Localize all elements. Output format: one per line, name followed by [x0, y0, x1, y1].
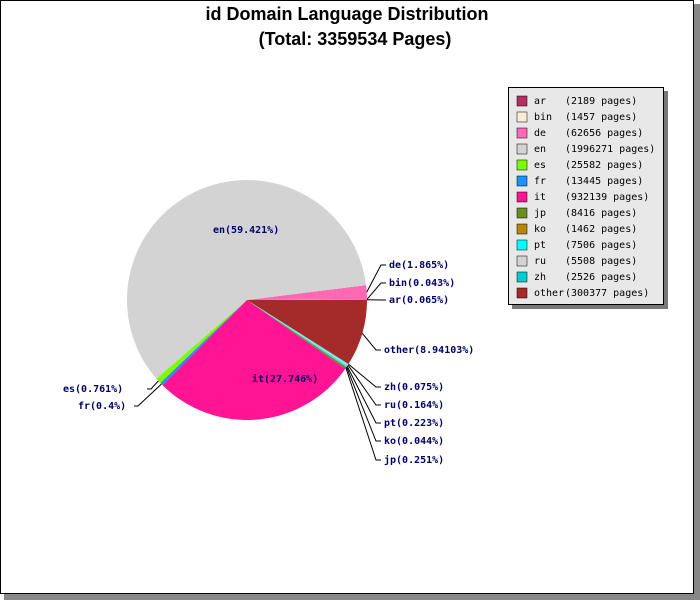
legend-name: other [534, 288, 564, 299]
legend-name: fr [534, 176, 546, 187]
legend-name: es [534, 160, 546, 171]
pie-slice [247, 300, 349, 365]
legend-swatch [516, 207, 528, 219]
slice-label: it(27.746%) [252, 373, 318, 385]
slice-label: ko(0.044%) [384, 436, 444, 447]
pie-slice [247, 285, 367, 300]
pie-slice [247, 299, 367, 300]
legend-swatch [516, 271, 528, 283]
legend-swatch [516, 255, 528, 267]
pie-slice [162, 300, 346, 420]
legend-pages: (1996271 pages) [565, 144, 655, 155]
legend-pages: (932139 pages) [565, 192, 649, 203]
legend-name: it [534, 192, 546, 203]
legend-name: ru [534, 256, 546, 267]
legend-swatch [516, 159, 528, 171]
legend-pages: (13445 pages) [565, 176, 643, 187]
slice-label: fr(0.4%) [78, 401, 126, 412]
pie-slice [247, 300, 349, 366]
legend-swatch [516, 127, 528, 139]
legend-swatch [516, 191, 528, 203]
leader-line [366, 264, 386, 293]
legend-name: bin [534, 112, 552, 123]
slice-label: other(8.94103%) [384, 345, 474, 356]
pie-slice [247, 300, 347, 369]
legend-name: de [534, 128, 546, 139]
leader-line [348, 363, 381, 388]
legend-name: jp [534, 208, 546, 219]
legend-swatch [516, 287, 528, 299]
slice-label: bin(0.043%) [389, 277, 455, 289]
slice-label: zh(0.075%) [384, 382, 444, 393]
leader-line [347, 364, 381, 406]
leader-line [361, 332, 381, 351]
legend-pages: (7506 pages) [565, 240, 637, 251]
legend-swatch [516, 95, 528, 107]
chart-title: id Domain Language Distribution [206, 4, 489, 24]
legend-pages: (5508 pages) [565, 256, 637, 267]
pie-slice [160, 300, 247, 386]
legend-swatch [516, 175, 528, 187]
legend-name: zh [534, 272, 546, 283]
legend-name: en [534, 144, 546, 155]
legend-pages: (25582 pages) [565, 160, 643, 171]
slice-label: en(59.421%) [213, 225, 279, 236]
leader-line [366, 282, 386, 300]
legend-box [508, 87, 664, 305]
legend-swatch [516, 143, 528, 155]
legend-pages: (1462 pages) [565, 224, 637, 235]
slice-label: jp(0.251%) [384, 454, 444, 466]
legend-pages: (8416 pages) [565, 208, 637, 219]
pie-slice [156, 300, 247, 383]
chart-subtitle: (Total: 3359534 Pages) [259, 29, 452, 49]
slice-label: es(0.761%) [63, 384, 123, 395]
pie-slice [247, 300, 347, 368]
legend-pages: (2526 pages) [565, 272, 637, 283]
legend-swatch [516, 223, 528, 235]
legend-pages: (2189 pages) [565, 96, 637, 107]
pie-slice [247, 300, 367, 364]
leader-line [134, 383, 162, 407]
leader-line [346, 365, 381, 424]
legend-pages: (1457 pages) [565, 112, 637, 123]
leader-line [346, 366, 381, 442]
leader-line [147, 380, 159, 390]
slice-label: pt(0.223%) [384, 418, 444, 429]
legend-name: pt [534, 240, 546, 251]
legend-pages: (62656 pages) [565, 128, 643, 139]
pie-slice [127, 180, 367, 379]
legend-swatch [516, 111, 528, 123]
legend-name: ar [534, 96, 546, 107]
slice-label: de(1.865%) [389, 260, 449, 271]
legend-pages: (300377 pages) [565, 288, 649, 299]
slice-label: ru(0.164%) [384, 400, 444, 411]
legend-name: ko [534, 224, 546, 235]
leader-line [345, 367, 381, 461]
slice-label: ar(0.065%) [389, 295, 449, 306]
legend-swatch [516, 239, 528, 251]
pie-slice [247, 300, 348, 367]
